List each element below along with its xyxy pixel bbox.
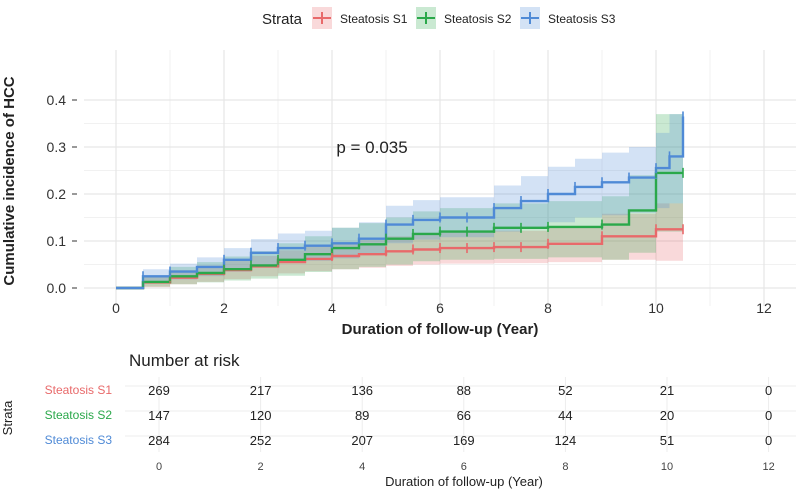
risk-row-label: Steatosis S1	[45, 383, 113, 397]
risk-x-tick-label: 12	[762, 461, 774, 473]
y-tick-label: 0.3	[47, 139, 67, 155]
legend-item-1: Steatosis S1	[312, 7, 408, 29]
risk-cell: 147	[148, 408, 170, 423]
risk-cell: 0	[765, 408, 772, 423]
x-tick-label: 10	[648, 300, 664, 316]
x-tick-label: 0	[112, 300, 120, 316]
risk-cell: 88	[457, 383, 471, 398]
x-tick-label: 4	[328, 300, 336, 316]
x-tick-label: 8	[544, 300, 552, 316]
risk-x-tick-label: 10	[661, 461, 673, 473]
risk-row-2: Steatosis S2 147 120 89 66 44 20 0	[45, 408, 773, 423]
risk-x-tick-label: 0	[156, 461, 162, 473]
x-tick-label: 6	[436, 300, 444, 316]
risk-x-tick-label: 6	[461, 461, 467, 473]
km-line-s3	[116, 116, 685, 290]
ci-band-s2	[116, 114, 683, 288]
risk-cell: 51	[660, 433, 674, 448]
risk-cell: 136	[351, 383, 373, 398]
ci-band-s3	[116, 114, 683, 288]
risk-x-tick-label: 2	[258, 461, 264, 473]
risk-cell: 44	[558, 408, 572, 423]
risk-cell: 120	[250, 408, 272, 423]
risk-cell: 269	[148, 383, 170, 398]
risk-row-label: Steatosis S3	[45, 433, 113, 447]
risk-cell: 66	[457, 408, 471, 423]
risk-row-1: Steatosis S1 269 217 136 88 52 21 0	[45, 383, 773, 398]
risk-cell: 124	[555, 433, 577, 448]
legend-label: Steatosis S3	[548, 12, 616, 26]
risk-cell: 21	[660, 383, 674, 398]
y-tick-label: 0.2	[47, 186, 67, 202]
legend-item-3: Steatosis S3	[520, 7, 616, 29]
risk-table-title: Number at risk	[129, 351, 240, 370]
x-axis-label: Duration of follow-up (Year)	[342, 321, 539, 338]
risk-x-tick-label: 4	[359, 461, 365, 473]
risk-row-3: Steatosis S3 284 252 207 169 124 51 0	[45, 433, 773, 448]
legend-title: Strata	[262, 11, 303, 28]
risk-x-tick-label: 8	[562, 461, 568, 473]
legend-item-2: Steatosis S2	[416, 7, 512, 29]
risk-cell: 52	[558, 383, 572, 398]
risk-cell: 0	[765, 433, 772, 448]
risk-table-y-label: Strata	[0, 400, 15, 435]
x-tick-label: 12	[756, 300, 772, 316]
risk-cell: 207	[351, 433, 373, 448]
risk-cell: 217	[250, 383, 272, 398]
risk-cell: 0	[765, 383, 772, 398]
y-tick-label: 0.4	[47, 92, 67, 108]
risk-table: Number at risk Steatosis S1 269 217 136 88 52…	[0, 351, 796, 489]
legend: Strata Steatosis S1 Steatosis S2 Steatosis…	[262, 7, 616, 29]
y-tick-label: 0.0	[47, 280, 67, 296]
risk-cell: 284	[148, 433, 170, 448]
risk-row-label: Steatosis S2	[45, 408, 113, 422]
legend-label: Steatosis S2	[444, 12, 512, 26]
p-value-annotation: p = 0.035	[336, 138, 407, 157]
risk-cell: 89	[355, 408, 369, 423]
y-tick-label: 0.1	[47, 233, 67, 249]
risk-cell: 169	[453, 433, 475, 448]
legend-label: Steatosis S1	[340, 12, 408, 26]
x-tick-label: 2	[220, 300, 228, 316]
y-axis-label: Cumulative incidence of HCC	[1, 76, 18, 285]
main-plot: 0.0 0.1 0.2 0.3 0.4 0 2 4 6 8 10 12 p = 0.035 Dura…	[1, 50, 796, 338]
risk-cell: 20	[660, 408, 674, 423]
risk-table-x-label: Duration of follow-up (Year)	[385, 474, 543, 489]
risk-cell: 252	[250, 433, 272, 448]
